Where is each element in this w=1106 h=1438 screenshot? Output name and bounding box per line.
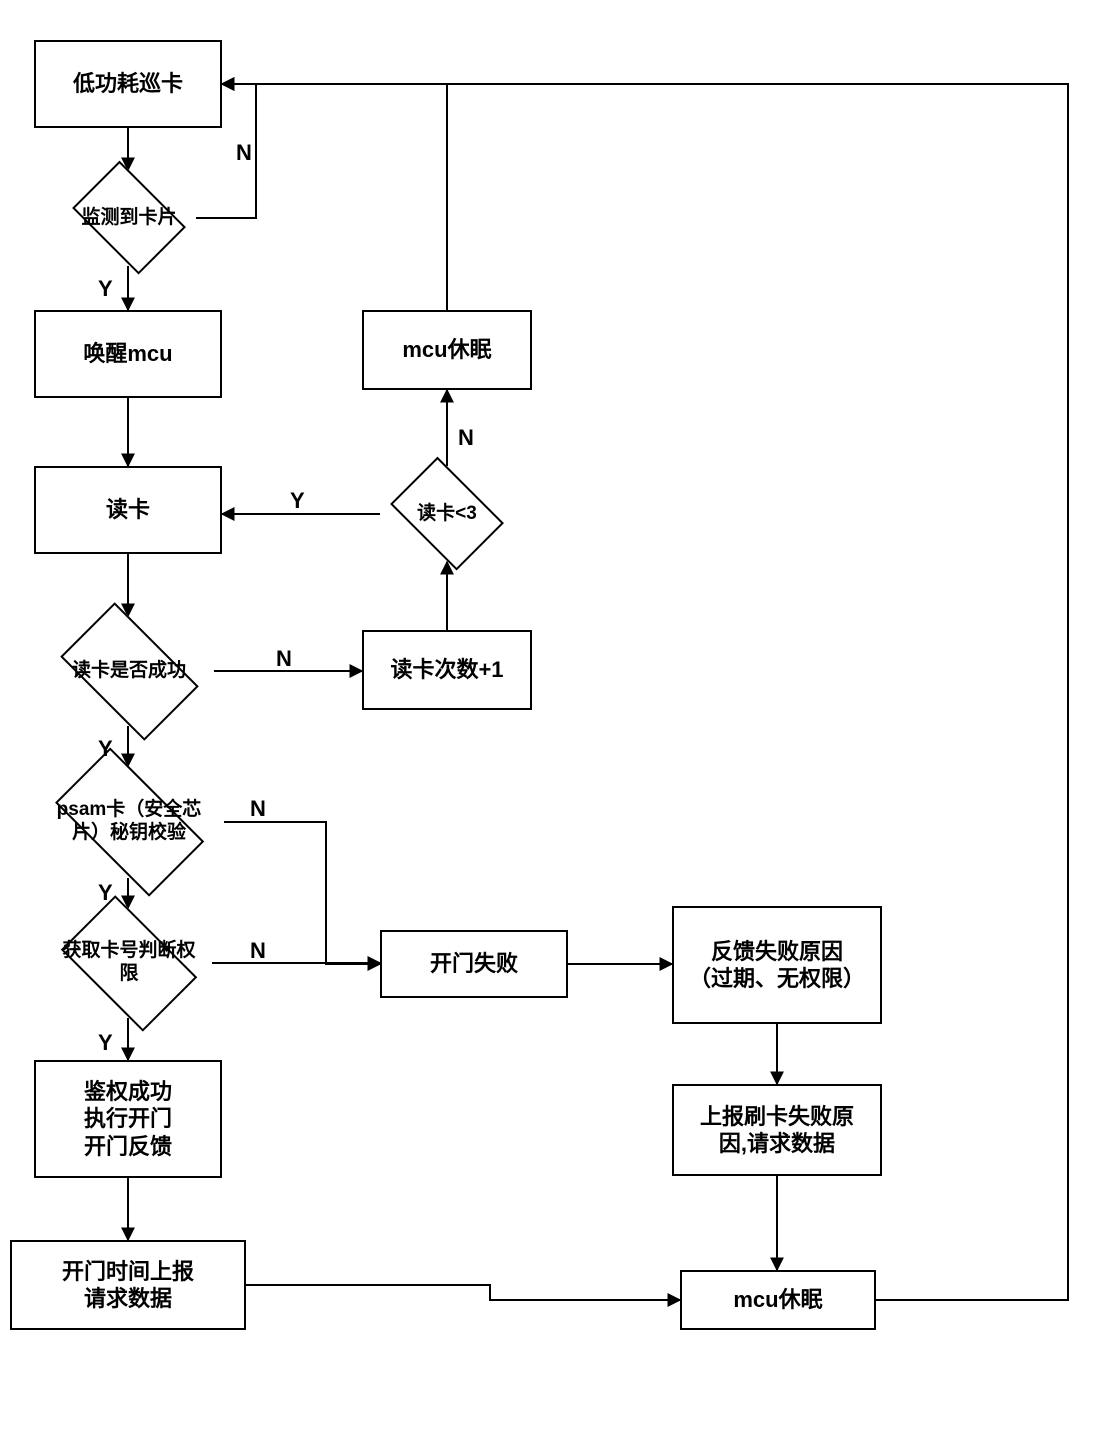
edge-label-8: Y — [290, 488, 305, 514]
edge-label-5: Y — [98, 736, 113, 762]
node-n_fail: 开门失败 — [380, 930, 568, 998]
decision-label: 读卡<3 — [411, 503, 483, 526]
flowchart-canvas: 低功耗巡卡监测到卡片唤醒mcu 读卡读卡是否成功 psam卡（安全芯片）秘钥校验获取… — [0, 0, 1106, 1438]
decision-d_detect: 监测到卡片 — [62, 170, 196, 266]
node-n_success: 鉴权成功执行开门开门反馈 — [34, 1060, 222, 1178]
decision-d_lt3: 读卡<3 — [380, 466, 514, 562]
node-label: mcu休眠 — [733, 1286, 822, 1314]
edge-20 — [222, 84, 1068, 1300]
edge-label-11: Y — [98, 880, 113, 906]
decision-d_readok: 读卡是否成功 — [44, 616, 214, 726]
node-n_incr: 读卡次数+1 — [362, 630, 532, 710]
edge-label-13: Y — [98, 1030, 113, 1056]
edge-label-9: N — [458, 425, 474, 451]
node-label: 开门时间上报请求数据 — [62, 1258, 194, 1313]
edge-10 — [222, 84, 447, 310]
node-label: 开门失败 — [430, 950, 518, 978]
node-label: 上报刷卡失败原因,请求数据 — [700, 1103, 854, 1158]
node-label: 反馈失败原因（过期、无权限） — [689, 938, 865, 993]
edge-label-1: Y — [98, 276, 113, 302]
node-label: 低功耗巡卡 — [73, 70, 183, 98]
decision-label: 监测到卡片 — [75, 207, 182, 230]
node-label: 读卡 — [106, 496, 150, 524]
node-n_sleep_top: mcu休眠 — [362, 310, 532, 390]
node-n_report_fail: 上报刷卡失败原因,请求数据 — [672, 1084, 882, 1176]
node-n_report: 开门时间上报请求数据 — [10, 1240, 246, 1330]
edge-label-2: N — [236, 140, 252, 166]
node-n_wake: 唤醒mcu — [34, 310, 222, 398]
decision-label: psam卡（安全芯片）秘钥校验 — [39, 799, 220, 845]
edge-label-6: N — [276, 646, 292, 672]
decision-label: 获取卡号判断权限 — [50, 940, 208, 986]
node-label: 读卡次数+1 — [390, 656, 503, 684]
node-n_sleep_bot: mcu休眠 — [680, 1270, 876, 1330]
node-n_patrol: 低功耗巡卡 — [34, 40, 222, 128]
edge-label-12: N — [250, 796, 266, 822]
node-label: 唤醒mcu — [83, 340, 172, 368]
decision-d_psam: psam卡（安全芯片）秘钥校验 — [34, 766, 224, 878]
edge-12 — [224, 822, 380, 964]
edge-19 — [246, 1285, 680, 1300]
node-n_read: 读卡 — [34, 466, 222, 554]
node-n_reason: 反馈失败原因（过期、无权限） — [672, 906, 882, 1024]
decision-d_auth: 获取卡号判断权限 — [46, 908, 212, 1018]
node-label: mcu休眠 — [402, 336, 491, 364]
decision-label: 读卡是否成功 — [66, 660, 192, 683]
edge-label-14: N — [250, 938, 266, 964]
node-label: 鉴权成功执行开门开门反馈 — [84, 1078, 172, 1161]
